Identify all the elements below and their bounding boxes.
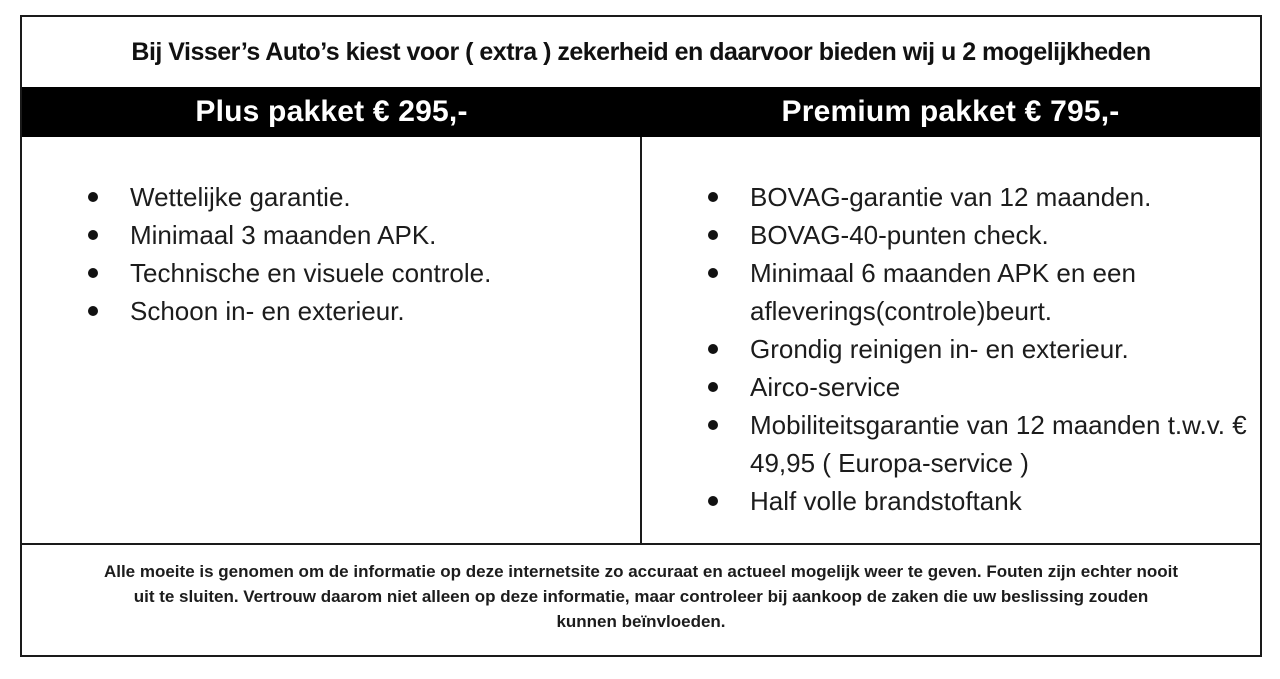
bullet-icon <box>708 268 718 278</box>
disclaimer-line: uit te sluiten. Vertrouw daarom niet all… <box>133 587 1149 606</box>
plus-package-list: Wettelijke garantie. Minimaal 3 maanden A… <box>22 178 640 330</box>
bullet-icon <box>88 192 98 202</box>
bullet-text: Schoon in- en exterieur. <box>130 296 405 326</box>
bullet-item: Schoon in- en exterieur. <box>22 292 640 330</box>
plus-package-header: Plus pakket € 295,- <box>195 95 468 128</box>
premium-package-header: Premium pakket € 795,- <box>781 95 1120 128</box>
bullet-text: Half volle brandstoftank <box>750 486 1022 516</box>
page-title: Bij Visser’s Auto’s kiest voor ( extra )… <box>131 37 1151 66</box>
bullet-item: Technische en visuele controle. <box>22 254 640 292</box>
bullet-text: BOVAG-garantie van 12 maanden. <box>750 182 1152 212</box>
premium-package-column: BOVAG-garantie van 12 maanden. BOVAG-40-p… <box>642 137 1260 543</box>
bullet-icon <box>88 230 98 240</box>
bullet-item: Airco-service <box>642 368 1260 406</box>
bullet-item: Mobiliteitsgarantie van 12 maanden t.w.v… <box>642 406 1260 482</box>
disclaimer-line: Alle moeite is genomen om de informatie … <box>103 562 1179 581</box>
disclaimer-line: kunnen beïnvloeden. <box>556 612 726 631</box>
bullet-item: Wettelijke garantie. <box>22 178 640 216</box>
bullet-text: Minimaal 6 maanden APK en een aflevering… <box>750 258 1136 326</box>
bullet-item: Minimaal 3 maanden APK. <box>22 216 640 254</box>
package-header-bar: Plus pakket € 295,- Premium pakket € 795… <box>22 87 1260 137</box>
bullet-text: BOVAG-40-punten check. <box>750 220 1049 250</box>
bullet-icon <box>708 382 718 392</box>
bullet-icon <box>88 306 98 316</box>
bullet-icon <box>708 496 718 506</box>
plus-package-column: Wettelijke garantie. Minimaal 3 maanden A… <box>22 137 642 543</box>
bullet-item: Half volle brandstoftank <box>642 482 1260 520</box>
bullet-icon <box>708 420 718 430</box>
bullet-item: Minimaal 6 maanden APK en een aflevering… <box>642 254 1260 330</box>
bullet-text: Technische en visuele controle. <box>130 258 492 288</box>
warranty-packages-table: Bij Visser’s Auto’s kiest voor ( extra )… <box>20 15 1262 657</box>
package-columns: Wettelijke garantie. Minimaal 3 maanden A… <box>22 137 1260 543</box>
bullet-text: Minimaal 3 maanden APK. <box>130 220 437 250</box>
bullet-item: BOVAG-garantie van 12 maanden. <box>642 178 1260 216</box>
premium-package-list: BOVAG-garantie van 12 maanden. BOVAG-40-p… <box>642 178 1260 520</box>
bullet-icon <box>708 230 718 240</box>
bullet-icon <box>708 344 718 354</box>
bullet-item: BOVAG-40-punten check. <box>642 216 1260 254</box>
bullet-text: Wettelijke garantie. <box>130 182 351 212</box>
bullet-item: Grondig reinigen in- en exterieur. <box>642 330 1260 368</box>
disclaimer: Alle moeite is genomen om de informatie … <box>22 543 1260 655</box>
bullet-text: Mobiliteitsgarantie van 12 maanden t.w.v… <box>750 410 1247 478</box>
bullet-text: Grondig reinigen in- en exterieur. <box>750 334 1129 364</box>
bullet-icon <box>88 268 98 278</box>
bullet-text: Airco-service <box>750 372 901 402</box>
bullet-icon <box>708 192 718 202</box>
